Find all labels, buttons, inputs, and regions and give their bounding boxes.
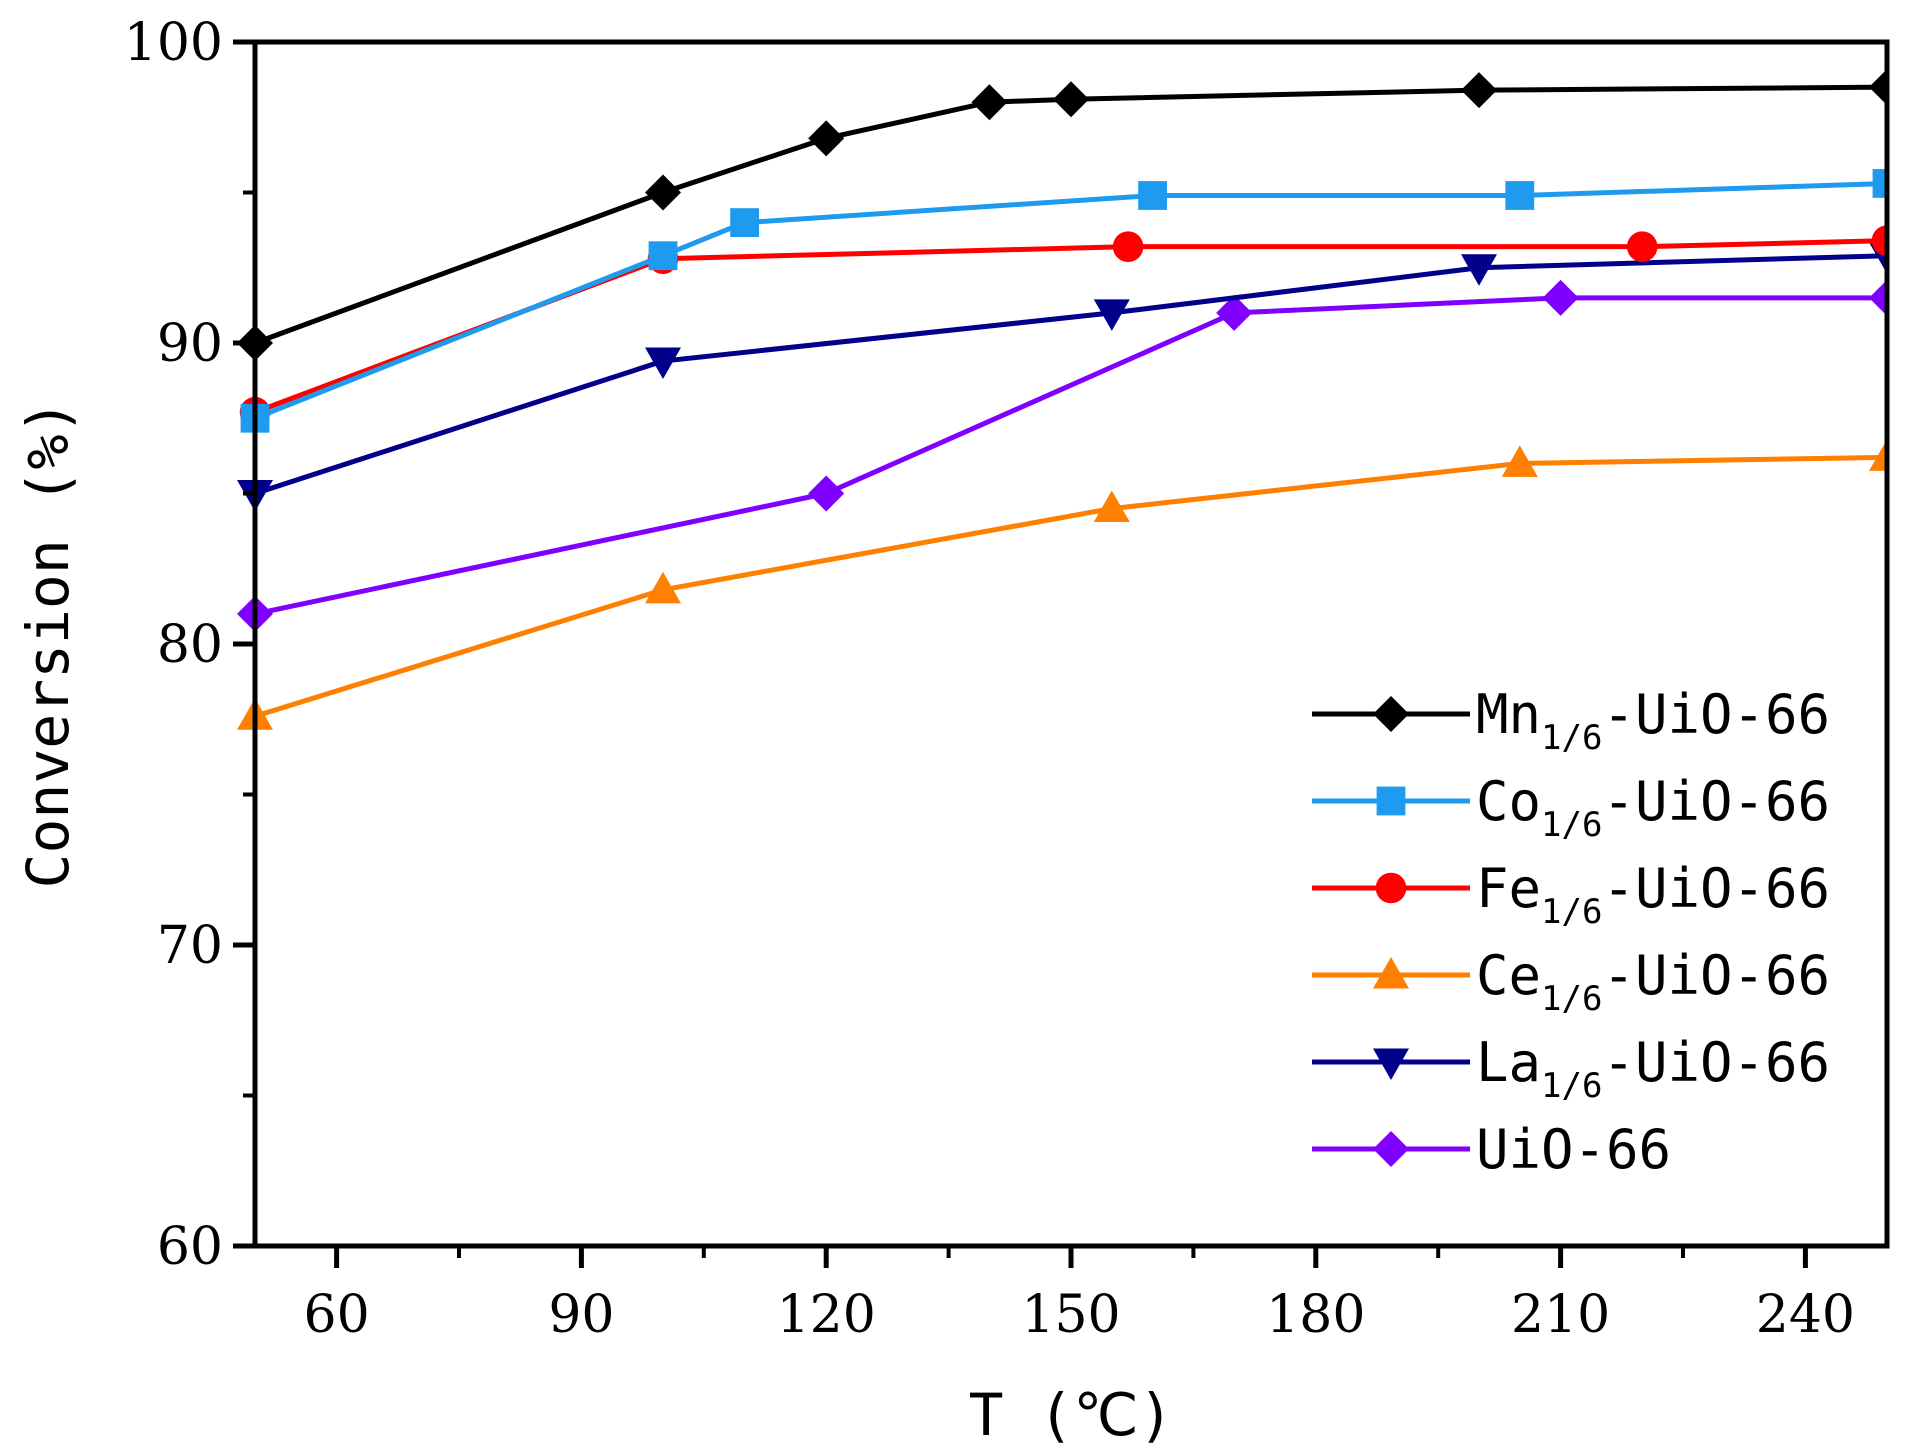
y-tick-label-80: 80 <box>157 615 223 675</box>
data-point-mn1-6-uio-66 <box>808 120 845 157</box>
data-point-uio-66 <box>808 475 845 512</box>
y-tick-label-100: 100 <box>124 13 223 73</box>
legend-marker-mn1-6-uio-66 <box>1373 696 1409 732</box>
y-tick-label-60: 60 <box>157 1217 223 1277</box>
data-point-mn1-6-uio-66 <box>971 84 1008 121</box>
x-tick-label-210: 210 <box>1511 1285 1610 1345</box>
legend-entry-ce1-6-uio-66: Ce1/6-UiO-66 <box>1312 944 1830 1019</box>
legend-marker-ce1-6-uio-66 <box>1373 957 1409 989</box>
x-axis-title: T (℃) <box>969 1381 1174 1449</box>
legend-marker-fe1-6-uio-66 <box>1375 872 1407 904</box>
data-point-uio-66 <box>1216 294 1253 331</box>
data-point-fe1-6-uio-66 <box>1112 231 1144 262</box>
series-ce1-6-uio-66 <box>237 439 1887 730</box>
series-line-co1-6-uio-66 <box>254 180 1887 421</box>
series-mn1-6-uio-66 <box>237 69 1887 361</box>
legend-label-ce1-6-uio-66: Ce1/6-UiO-66 <box>1476 944 1830 1019</box>
data-point-co1-6-uio-66 <box>1138 181 1167 210</box>
legend-label-co1-6-uio-66: Co1/6-UiO-66 <box>1476 770 1830 845</box>
series-la1-6-uio-66 <box>237 242 1887 512</box>
data-point-ce1-6-uio-66 <box>645 571 681 604</box>
data-point-mn1-6-uio-66 <box>1053 81 1089 118</box>
x-tick-label-180: 180 <box>1266 1285 1365 1345</box>
legend-entry-uio-66: UiO-66 <box>1312 1118 1671 1181</box>
data-point-fe1-6-uio-66 <box>1871 225 1887 256</box>
x-tick-label-240: 240 <box>1756 1285 1855 1345</box>
data-point-uio-66 <box>1542 279 1579 316</box>
legend-label-fe1-6-uio-66: Fe1/6-UiO-66 <box>1476 857 1830 932</box>
data-point-ce1-6-uio-66 <box>1093 490 1130 523</box>
series-line-uio-66 <box>254 295 1887 617</box>
series-uio-66 <box>237 279 1887 632</box>
data-point-mn1-6-uio-66 <box>1461 72 1497 109</box>
legend-label-mn1-6-uio-66: Mn1/6-UiO-66 <box>1476 683 1830 758</box>
legend-entry-fe1-6-uio-66: Fe1/6-UiO-66 <box>1312 857 1830 932</box>
data-point-la1-6-uio-66 <box>645 347 681 380</box>
legend-label-la1-6-uio-66: La1/6-UiO-66 <box>1476 1031 1830 1106</box>
data-point-ce1-6-uio-66 <box>1501 445 1538 477</box>
series-line-mn1-6-uio-66 <box>254 84 1887 346</box>
y-tick-label-70: 70 <box>157 916 223 976</box>
data-point-la1-6-uio-66 <box>1461 254 1497 286</box>
series-line-la1-6-uio-66 <box>254 253 1887 496</box>
legend-marker-co1-6-uio-66 <box>1376 786 1406 816</box>
legend-marker-uio-66 <box>1373 1131 1409 1167</box>
series-co1-6-uio-66 <box>240 169 1887 433</box>
data-point-co1-6-uio-66 <box>648 241 678 271</box>
legend-label-uio-66: UiO-66 <box>1476 1118 1671 1181</box>
legend-marker-la1-6-uio-66 <box>1373 1048 1409 1080</box>
legend-entry-la1-6-uio-66: La1/6-UiO-66 <box>1312 1031 1830 1106</box>
y-axis-title: Conversion (%) <box>14 400 82 889</box>
x-tick-label-60: 60 <box>304 1285 370 1345</box>
series-layer <box>237 69 1887 730</box>
x-tick-label-120: 120 <box>777 1285 876 1345</box>
data-point-fe1-6-uio-66 <box>1626 231 1658 262</box>
data-point-mn1-6-uio-66 <box>645 174 681 211</box>
x-tick-label-150: 150 <box>1021 1285 1120 1345</box>
legend: Mn1/6-UiO-66 Co1/6-UiO-66 Fe1/6-UiO-66 Ce1/… <box>1312 683 1830 1181</box>
legend-entry-mn1-6-uio-66: Mn1/6-UiO-66 <box>1312 683 1830 758</box>
y-tick-label-90: 90 <box>157 314 223 374</box>
legend-entry-co1-6-uio-66: Co1/6-UiO-66 <box>1312 770 1830 845</box>
data-point-co1-6-uio-66 <box>1505 181 1535 210</box>
series-line-ce1-6-uio-66 <box>254 454 1887 719</box>
data-point-mn1-6-uio-66 <box>1869 69 1887 106</box>
data-point-co1-6-uio-66 <box>730 208 759 237</box>
data-point-co1-6-uio-66 <box>1872 169 1887 198</box>
data-point-la1-6-uio-66 <box>1093 299 1130 331</box>
x-tick-label-90: 90 <box>548 1285 614 1345</box>
data-point-uio-66 <box>1869 279 1887 316</box>
data-point-ce1-6-uio-66 <box>1869 439 1887 471</box>
axes-layer: 60 70 80 90 100 60 90 120 150 180 210 240 <box>124 13 1855 1345</box>
